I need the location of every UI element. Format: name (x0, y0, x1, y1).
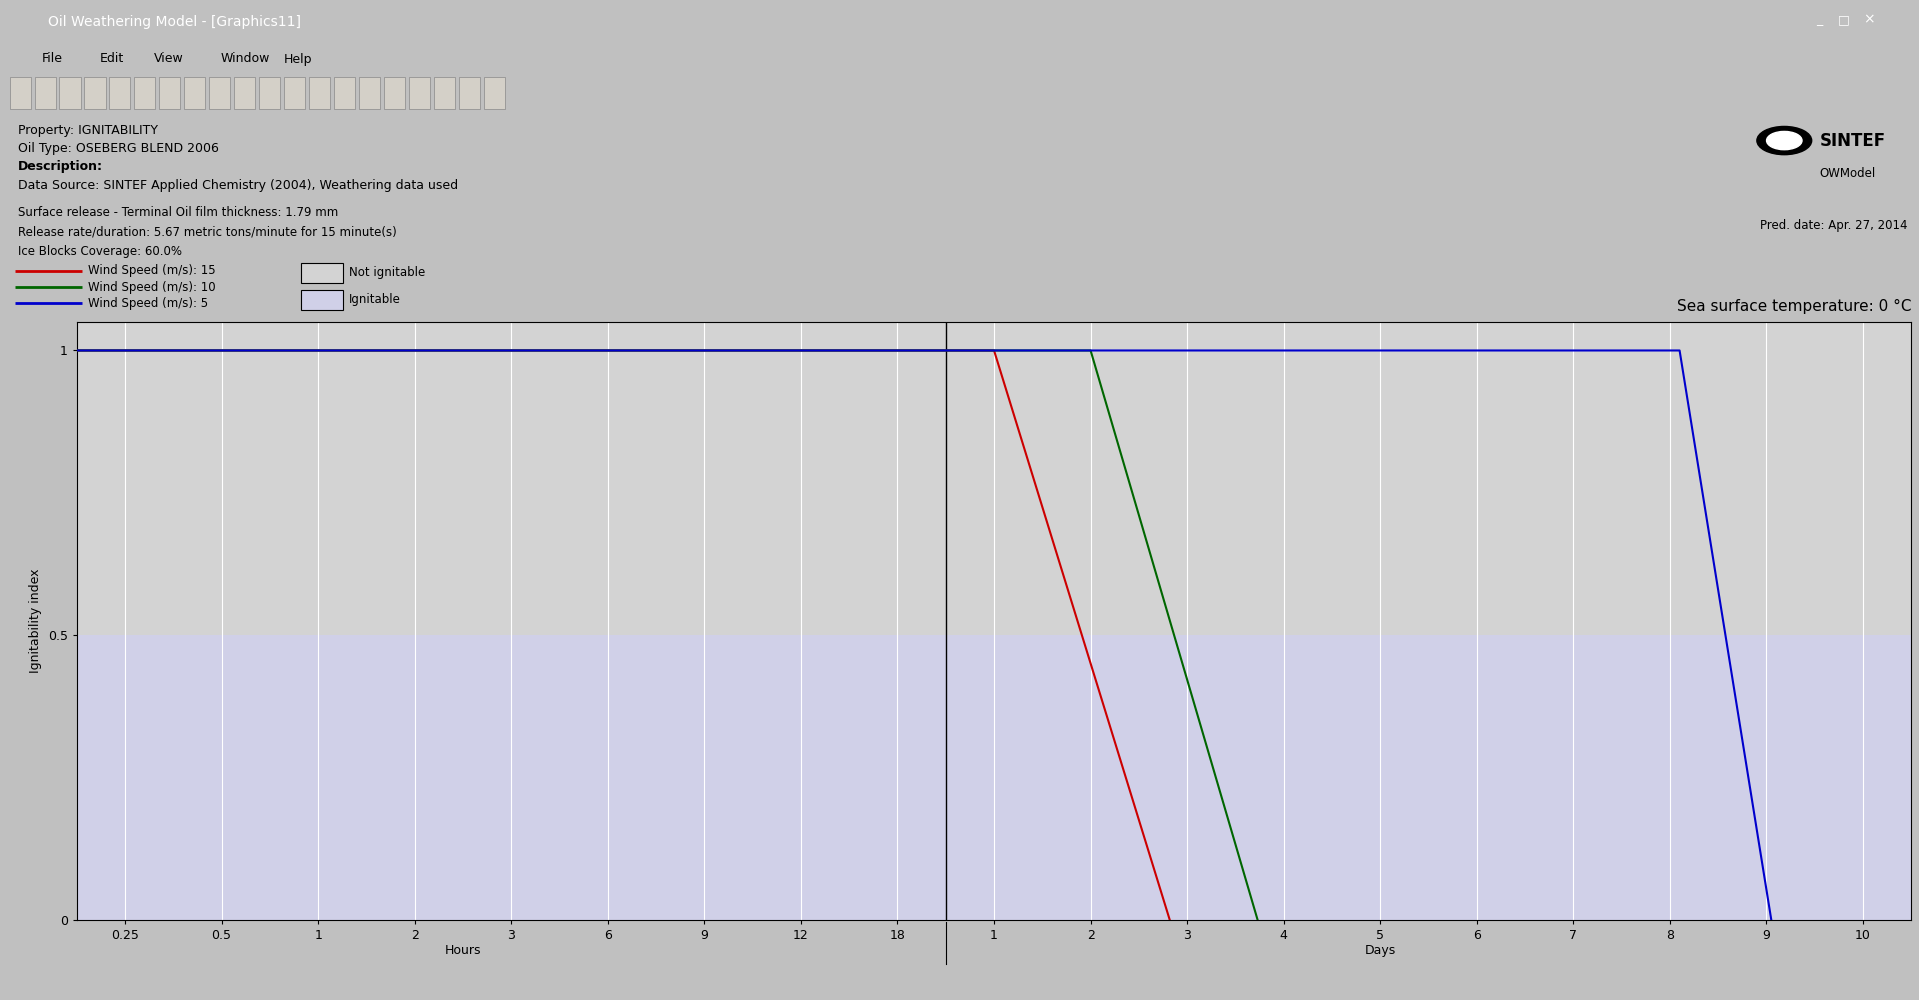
Bar (434, 77, 455, 109)
Bar (301, 290, 344, 310)
Text: Surface release - Terminal Oil film thickness: 1.79 mm: Surface release - Terminal Oil film thic… (17, 206, 338, 219)
Text: Help: Help (284, 52, 313, 66)
Text: Wind Speed (m/s): 10: Wind Speed (m/s): 10 (88, 280, 215, 294)
Text: Oil Weathering Model - [Graphics11]: Oil Weathering Model - [Graphics11] (48, 15, 301, 29)
Text: Description:: Description: (17, 160, 104, 173)
Text: Ice Blocks Coverage: 60.0%: Ice Blocks Coverage: 60.0% (17, 245, 182, 258)
Y-axis label: Ignitability index: Ignitability index (29, 569, 42, 673)
Text: Release rate/duration: 5.67 metric tons/minute for 15 minute(s): Release rate/duration: 5.67 metric tons/… (17, 226, 397, 239)
Bar (259, 77, 280, 109)
Text: Hours: Hours (445, 944, 482, 957)
Bar (359, 77, 380, 109)
Circle shape (1758, 126, 1812, 155)
Text: View: View (154, 52, 184, 66)
Bar (77, 635, 1911, 920)
Text: ×: × (1863, 13, 1875, 27)
Text: Ignitable: Ignitable (349, 293, 401, 306)
Text: Edit: Edit (100, 52, 125, 66)
Bar (159, 77, 180, 109)
Bar (459, 77, 480, 109)
Text: OWModel: OWModel (1819, 167, 1877, 180)
Bar (109, 77, 130, 109)
Text: _: _ (1815, 13, 1823, 26)
Bar (334, 77, 355, 109)
Bar (10, 77, 31, 109)
Circle shape (1767, 131, 1802, 150)
Bar (409, 77, 430, 109)
Text: Window: Window (221, 52, 271, 66)
Text: Pred. date: Apr. 27, 2014: Pred. date: Apr. 27, 2014 (1760, 219, 1907, 232)
Text: File: File (42, 52, 63, 66)
Bar (209, 77, 230, 109)
Bar (284, 77, 305, 109)
Bar (35, 77, 56, 109)
Text: Property: IGNITABILITY: Property: IGNITABILITY (17, 124, 157, 137)
Text: Oil Type: OSEBERG BLEND 2006: Oil Type: OSEBERG BLEND 2006 (17, 142, 219, 155)
Bar (59, 77, 81, 109)
Bar (134, 77, 155, 109)
Bar (384, 77, 405, 109)
Text: Wind Speed (m/s): 5: Wind Speed (m/s): 5 (88, 297, 207, 310)
Text: Wind Speed (m/s): 15: Wind Speed (m/s): 15 (88, 264, 215, 277)
Text: Data Source: SINTEF Applied Chemistry (2004), Weathering data used: Data Source: SINTEF Applied Chemistry (2… (17, 179, 459, 192)
Bar (301, 263, 344, 283)
Bar (184, 77, 205, 109)
Bar (484, 77, 505, 109)
Text: Sea surface temperature: 0 °C: Sea surface temperature: 0 °C (1677, 299, 1911, 314)
Bar (234, 77, 255, 109)
Text: Not ignitable: Not ignitable (349, 266, 426, 279)
Text: □: □ (1838, 13, 1850, 26)
Bar (309, 77, 330, 109)
Bar (77, 350, 1911, 635)
Bar (84, 77, 106, 109)
Text: SINTEF: SINTEF (1819, 132, 1886, 150)
Text: Days: Days (1364, 944, 1395, 957)
